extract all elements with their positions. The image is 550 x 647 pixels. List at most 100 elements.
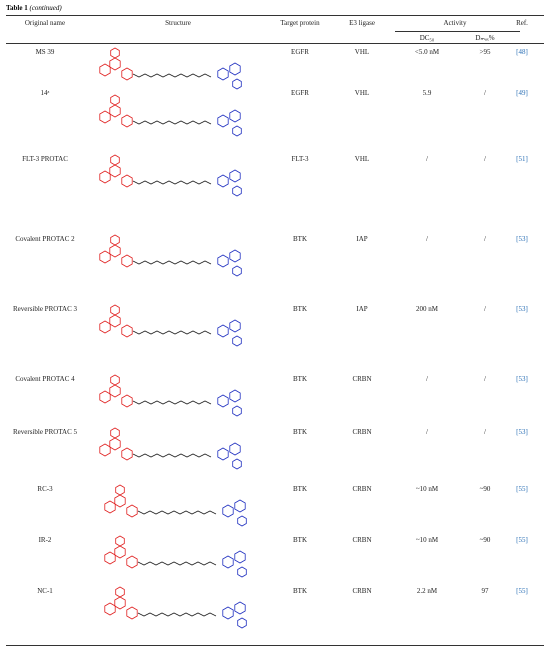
structure-bond (121, 324, 133, 338)
dmax: / (484, 305, 486, 313)
column-header: Target protein (280, 19, 320, 27)
dc50: / (426, 375, 428, 383)
structure-bond (104, 500, 116, 514)
top-rule (6, 15, 544, 16)
structure-bond (217, 447, 229, 461)
structure-bond (110, 304, 120, 316)
structure-bond (232, 335, 242, 347)
structure-bond (110, 374, 120, 386)
structure-bond (237, 617, 247, 629)
row-name: IR-2 (38, 536, 52, 544)
structure-bond (232, 405, 242, 417)
dmax: / (484, 235, 486, 243)
target-protein: BTK (293, 536, 307, 544)
structure-bond (99, 250, 111, 264)
structure-bond (132, 180, 212, 185)
row-name: 14ᵃ (40, 89, 50, 97)
target-protein: BTK (293, 485, 307, 493)
dmax: 97 (481, 587, 489, 595)
structure-bond (132, 453, 212, 458)
dc50: ~10 nM (415, 485, 439, 493)
row-name: Covalent PROTAC 4 (15, 375, 75, 383)
e3-ligase: VHL (354, 48, 370, 56)
dc50: ~10 nM (415, 536, 439, 544)
structure-bond (234, 499, 246, 513)
dc50: 5.9 (422, 89, 432, 97)
row-name: Reversible PROTAC 5 (13, 428, 77, 436)
dmax: / (484, 89, 486, 97)
structure-bond (229, 319, 241, 333)
ref: [53] (516, 235, 528, 243)
column-header: Activity (443, 19, 467, 27)
dc50: / (426, 235, 428, 243)
structure-bond (229, 442, 241, 456)
structure-bond (229, 109, 241, 123)
structure-bond (115, 535, 125, 547)
ref: [49] (516, 89, 528, 97)
structure-bond (99, 170, 111, 184)
structure-bond (99, 443, 111, 457)
dmax: ~90 (479, 485, 491, 493)
dc50: 2.2 nM (416, 587, 438, 595)
ref: [51] (516, 155, 528, 163)
structure-bond (121, 254, 133, 268)
dmax: ~90 (479, 536, 491, 544)
row-name: RC-3 (37, 485, 53, 493)
structure-bond (217, 67, 229, 81)
structure-bond (222, 555, 234, 569)
e3-ligase: IAP (356, 235, 368, 243)
structure-bond (110, 154, 120, 166)
table-caption: Table 1 (continued) (6, 4, 62, 12)
ref: [55] (516, 536, 528, 544)
structure-bond (121, 114, 133, 128)
header-rule (6, 43, 544, 44)
structure-bond (237, 515, 247, 527)
structure-bond (217, 254, 229, 268)
target-protein: EGFR (291, 48, 309, 56)
structure-bond (132, 330, 212, 335)
structure-bond (99, 110, 111, 124)
e3-ligase: CRBN (352, 428, 372, 436)
e3-ligase: VHL (354, 155, 370, 163)
structure-bond (229, 389, 241, 403)
structure-bond (109, 437, 121, 451)
structure-bond (110, 47, 120, 59)
column-header: Ref. (516, 19, 528, 27)
e3-ligase: CRBN (352, 536, 372, 544)
target-protein: FLT-3 (291, 155, 309, 163)
table-title: Table 1 (6, 4, 28, 12)
structure-bond (234, 550, 246, 564)
structure-bond (234, 601, 246, 615)
column-header: Structure (165, 19, 191, 27)
target-protein: BTK (293, 305, 307, 313)
structure-bond (137, 561, 217, 566)
subcolumn-header: Dₘₐₓ% (475, 34, 495, 42)
ref: [55] (516, 485, 528, 493)
row-name: MS 39 (35, 48, 55, 56)
structure-bond (137, 510, 217, 515)
structure-bond (115, 586, 125, 598)
structure-bond (121, 174, 133, 188)
dc50: <5.0 nM (414, 48, 440, 56)
structure-bond (217, 394, 229, 408)
structure-bond (217, 324, 229, 338)
row-name: Reversible PROTAC 3 (13, 305, 77, 313)
structure-bond (229, 249, 241, 263)
e3-ligase: VHL (354, 89, 370, 97)
structure-bond (126, 555, 138, 569)
structure-bond (232, 125, 242, 137)
e3-ligase: IAP (356, 305, 368, 313)
structure-bond (132, 73, 212, 78)
target-protein: BTK (293, 235, 307, 243)
structure-bond (99, 390, 111, 404)
structure-bond (222, 504, 234, 518)
structure-bond (121, 394, 133, 408)
structure-bond (114, 596, 126, 610)
structure-bond (114, 545, 126, 559)
structure-bond (126, 606, 138, 620)
row-name: FLT-3 PROTAC (22, 155, 68, 163)
structure-bond (110, 234, 120, 246)
activity-rule (395, 31, 520, 32)
structure-bond (114, 494, 126, 508)
structure-bond (229, 62, 241, 76)
